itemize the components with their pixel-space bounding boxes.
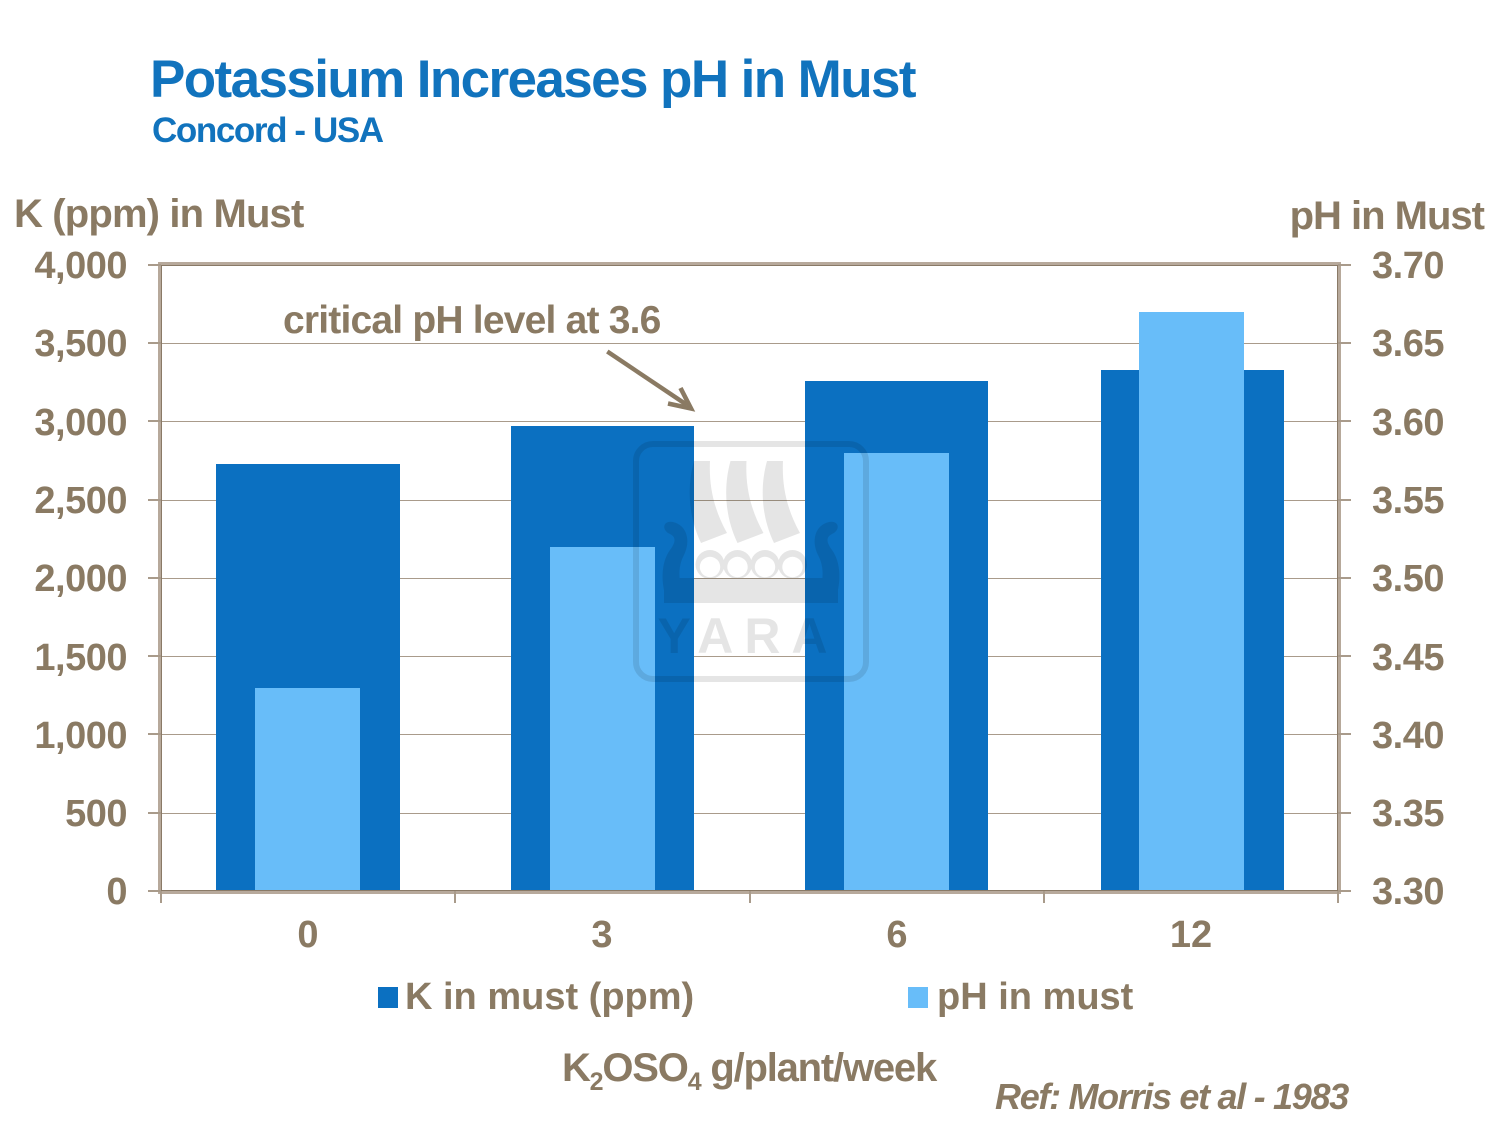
svg-text:YARA: YARA [657,608,838,664]
